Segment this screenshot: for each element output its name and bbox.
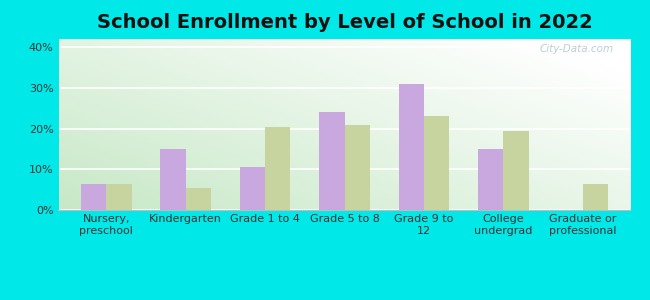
Bar (424, 116, 449, 210)
Bar (583, 184, 608, 210)
Bar (106, 184, 131, 210)
Bar (344, 124, 370, 210)
Title: School Enrollment by Level of School in 2022: School Enrollment by Level of School in … (97, 13, 592, 32)
Bar (160, 149, 186, 210)
Bar (81, 184, 106, 210)
Bar (186, 188, 211, 210)
Bar (319, 112, 344, 210)
Bar (240, 167, 265, 210)
Bar (398, 84, 424, 210)
Text: City-Data.com: City-Data.com (540, 44, 614, 54)
Bar (503, 130, 529, 210)
Bar (478, 149, 503, 210)
Bar (265, 127, 291, 210)
